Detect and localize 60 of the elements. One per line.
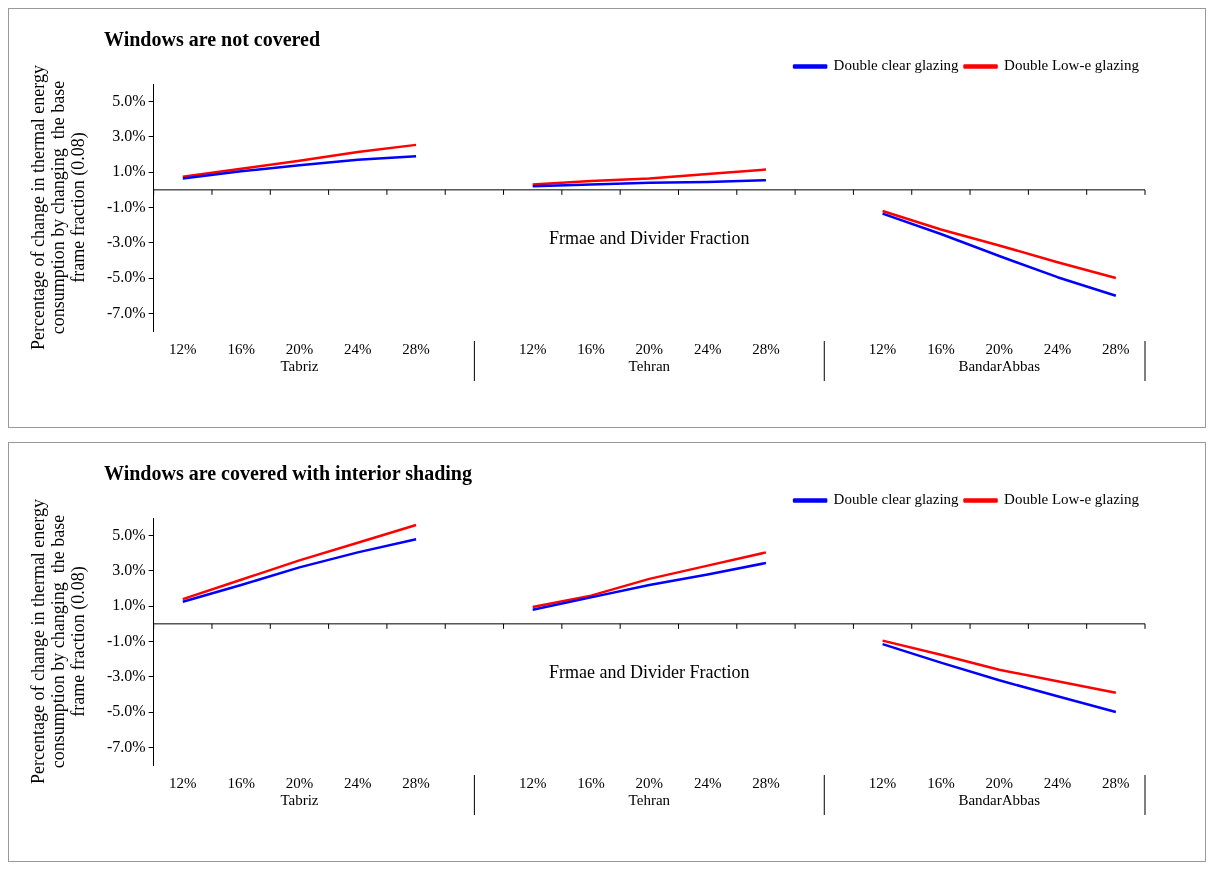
- x-axis-title: Frmae and Divider Fraction: [549, 662, 750, 683]
- text: Tehran: [628, 357, 671, 374]
- x-tick-label: 28%: [752, 774, 780, 791]
- text: BandarAbbas: [958, 357, 1041, 374]
- chart-title: Windows are not covered: [104, 28, 321, 51]
- x-tick-label: 16%: [577, 340, 605, 357]
- x-tick-label: 28%: [752, 340, 780, 357]
- x-tick-label: 28%: [1102, 340, 1130, 357]
- x-tick-label: 16%: [577, 774, 605, 791]
- y-tick-label: 5.0%: [112, 525, 146, 543]
- x-tick-label: 12%: [868, 340, 897, 357]
- y-tick-label: -7.0%: [107, 737, 146, 755]
- x-tick-label: 12%: [868, 774, 897, 791]
- chart-title: Windows are covered with interior shading: [104, 462, 472, 486]
- y-tick-label: 5.0%: [112, 91, 146, 109]
- y-tick-label: -3.0%: [107, 232, 146, 250]
- x-tick-label: 12%: [169, 774, 197, 791]
- x-tick-label: 24%: [693, 774, 722, 791]
- x-tick-label: 20%: [635, 340, 664, 357]
- y-axis-title: Percentage of change in thermal energy consumption by changing the base frame fraction (0.08): [27, 64, 89, 351]
- x-tick-label: 20%: [285, 774, 314, 791]
- x-tick-label: 20%: [635, 774, 664, 791]
- x-tick-label: 20%: [985, 774, 1013, 791]
- legend-label: Double Low-e glazing: [1004, 57, 1140, 74]
- y-tick-label: -7.0%: [107, 303, 146, 321]
- x-tick-label: 16%: [227, 340, 255, 357]
- text: Tehran: [628, 791, 671, 808]
- x-tick-label: 12%: [169, 340, 197, 357]
- y-tick-label: -5.0%: [107, 268, 146, 286]
- legend-label: Double Low-e glazing: [1004, 491, 1140, 508]
- x-tick-label: 20%: [285, 340, 314, 357]
- x-tick-label: 24%: [1043, 340, 1072, 357]
- x-tick-label: 20%: [985, 340, 1013, 357]
- x-tick-label: 16%: [227, 774, 255, 791]
- x-tick-label: 12%: [518, 340, 547, 357]
- x-tick-label: 28%: [402, 774, 430, 791]
- x-tick-label: 16%: [927, 774, 955, 791]
- y-tick-label: 3.0%: [112, 127, 146, 145]
- y-tick-label: 1.0%: [112, 162, 146, 180]
- y-tick-label: -1.0%: [107, 631, 146, 649]
- y-tick-label: -1.0%: [107, 197, 146, 215]
- legend-label: Double clear glazing: [833, 57, 960, 74]
- y-tick-label: 1.0%: [112, 596, 146, 614]
- x-tick-label: 24%: [344, 340, 372, 357]
- text: BandarAbbas: [958, 791, 1041, 808]
- x-axis-title: Frmae and Divider Fraction: [549, 228, 750, 249]
- x-tick-label: 24%: [344, 774, 372, 791]
- y-axis-title: Percentage of change in thermal energy consumption by changing the base frame fraction (0.08): [27, 498, 89, 785]
- x-tick-label: 28%: [1102, 774, 1130, 791]
- x-tick-label: 12%: [518, 774, 547, 791]
- x-tick-label: 24%: [693, 340, 722, 357]
- text: Tabriz: [280, 791, 319, 808]
- y-tick-label: 3.0%: [112, 561, 146, 579]
- legend-label: Double clear glazing: [833, 491, 960, 508]
- x-tick-label: 24%: [1043, 774, 1072, 791]
- y-tick-label: -5.0%: [107, 702, 146, 720]
- x-tick-label: 28%: [402, 340, 430, 357]
- y-tick-label: -3.0%: [107, 666, 146, 684]
- x-tick-label: 16%: [927, 340, 955, 357]
- text: Tabriz: [280, 357, 319, 374]
